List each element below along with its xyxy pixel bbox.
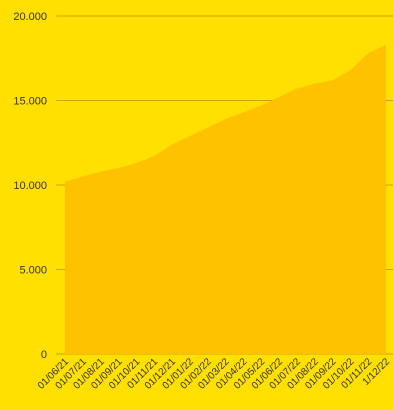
x-axis-ticks: 01/06/2101/07/2101/08/2101/09/2101/10/21…: [36, 356, 393, 392]
area-series: [65, 44, 386, 354]
y-axis-ticks: 0 5.000 10.000 15.000 20.000: [13, 11, 47, 361]
y-tick-label: 10.000: [13, 180, 47, 192]
y-tick-label: 20.000: [13, 11, 47, 23]
y-tick-label: 5.000: [19, 265, 47, 277]
y-tick-label: 15.000: [13, 96, 47, 108]
area-fill: [65, 44, 386, 354]
y-tick-label: 0: [41, 349, 47, 361]
